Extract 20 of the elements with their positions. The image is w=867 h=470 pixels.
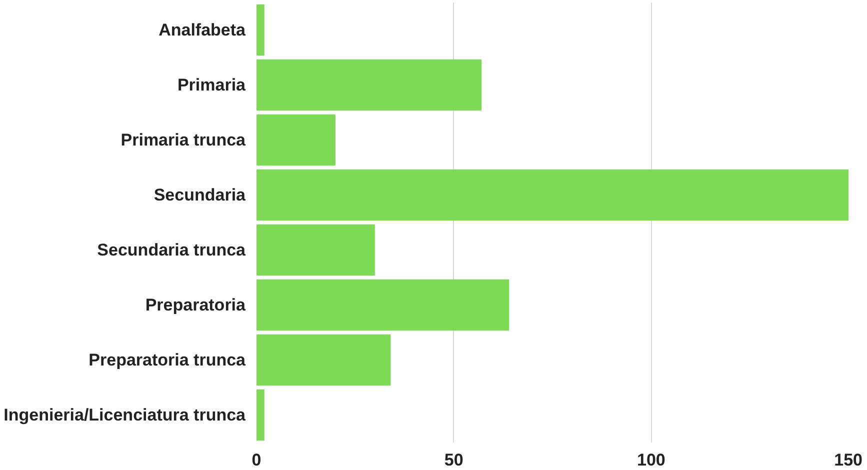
y-tick-label: Analfabeta (158, 20, 246, 40)
bar (256, 224, 375, 276)
x-tick-label: 50 (444, 450, 464, 470)
y-tick-label: Ingenieria/Licenciatura trunca (4, 406, 246, 424)
y-tick-label: Preparatoria trunca (88, 350, 246, 370)
x-tick-label: 150 (834, 450, 863, 470)
bar (256, 389, 264, 441)
y-tick-label: Secundaria (154, 186, 246, 204)
y-tick-label: Primaria (177, 76, 246, 94)
bar (256, 4, 264, 56)
x-tick-label: 100 (636, 450, 666, 470)
y-tick-label: Preparatoria (145, 296, 246, 314)
y-tick-label: Primaria trunca (120, 130, 246, 150)
bar (256, 59, 482, 111)
bar (256, 279, 510, 331)
bar (256, 169, 848, 221)
bar (256, 114, 336, 166)
x-tick-label: 0 (252, 450, 262, 470)
bar (256, 334, 391, 386)
y-tick-label: Secundaria trunca (97, 240, 246, 260)
